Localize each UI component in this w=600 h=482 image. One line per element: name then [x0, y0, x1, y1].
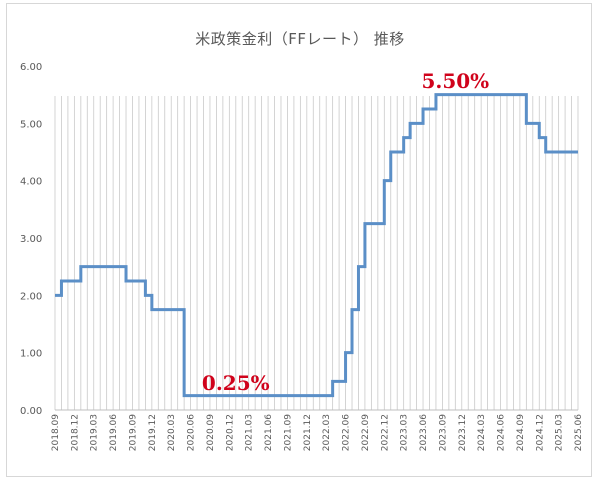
x-tick-label: 2022.03	[322, 414, 332, 451]
x-tick-label: 2020.06	[187, 414, 197, 451]
x-tick-label: 2022.09	[361, 414, 371, 451]
x-tick-label: 2023.03	[400, 414, 410, 451]
annotation-label: 5.50%	[421, 69, 489, 93]
x-tick-label: 2021.06	[264, 414, 274, 451]
x-tick-label: 2021.09	[283, 414, 293, 451]
y-tick-label: 5.00	[20, 119, 42, 130]
y-tick-label: 0.00	[20, 406, 42, 417]
x-tick-label: 2024.12	[535, 414, 545, 451]
x-tick-label: 2019.03	[90, 414, 100, 451]
x-tick-label: 2021.03	[245, 414, 255, 451]
y-tick-label: 1.00	[20, 349, 42, 360]
annotation-label: 0.25%	[202, 371, 270, 395]
x-tick-label: 2020.03	[167, 414, 177, 451]
x-tick-label: 2024.03	[477, 414, 487, 451]
y-tick-label: 4.00	[20, 177, 42, 188]
x-tick-label: 2024.09	[516, 414, 526, 451]
x-tick-label: 2020.12	[225, 414, 235, 451]
chart-title: 米政策金利（FFレート） 推移	[195, 30, 405, 48]
x-tick-label: 2018.09	[51, 414, 61, 451]
x-tick-label: 2022.12	[380, 414, 390, 451]
y-tick-label: 2.00	[20, 291, 42, 302]
x-tick-label: 2021.12	[303, 414, 313, 451]
x-tick-label: 2018.12	[70, 414, 80, 451]
x-tick-label: 2019.12	[148, 414, 158, 451]
x-tick-label: 2024.06	[497, 414, 507, 451]
x-tick-label: 2023.09	[438, 414, 448, 451]
y-tick-label: 6.00	[20, 62, 42, 73]
x-tick-label: 2023.06	[419, 414, 429, 451]
x-tick-label: 2023.12	[458, 414, 468, 451]
x-tick-label: 2019.09	[128, 414, 138, 451]
y-tick-label: 3.00	[20, 234, 42, 245]
x-tick-label: 2022.06	[342, 414, 352, 451]
rate-series-line	[55, 93, 578, 398]
x-tick-label: 2025.03	[555, 414, 565, 451]
x-tick-label: 2025.06	[574, 414, 584, 451]
x-tick-label: 2020.09	[206, 414, 216, 451]
x-tick-label: 2019.06	[109, 414, 119, 451]
